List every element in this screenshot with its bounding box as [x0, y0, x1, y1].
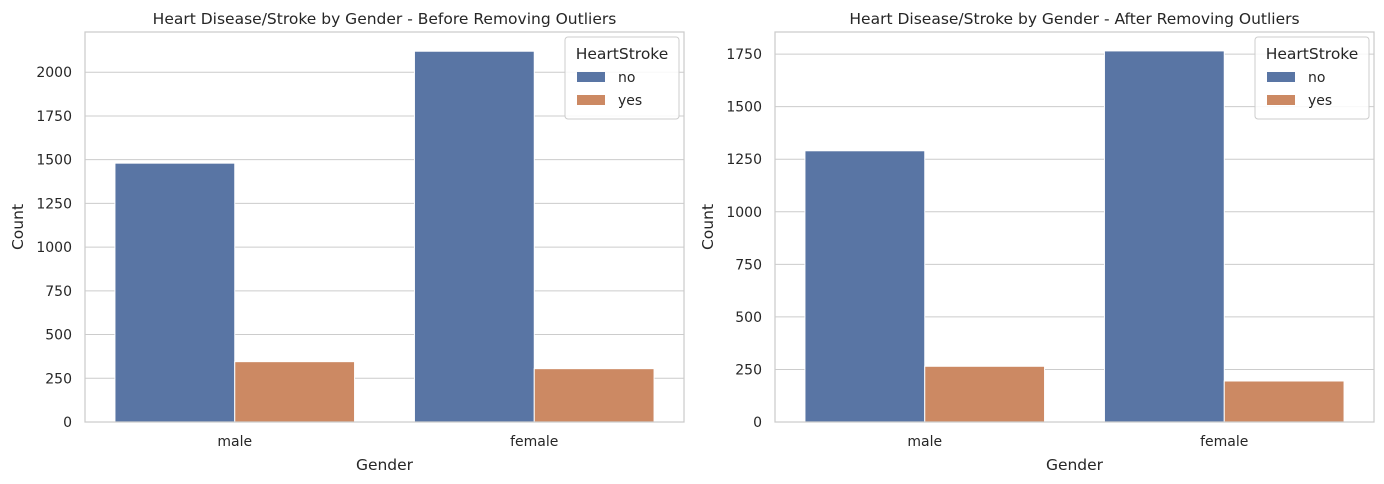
y-axis-label: Count	[9, 204, 27, 250]
x-tick-label: female	[1200, 434, 1248, 450]
y-tick-label: 1250	[726, 152, 762, 168]
legend-swatch-yes	[577, 95, 605, 105]
axes-frame	[774, 31, 1375, 423]
chart-title: Heart Disease/Stroke by Gender - After R…	[849, 10, 1299, 28]
y-tick-label: 1750	[36, 109, 72, 125]
legend-swatch-no	[577, 72, 605, 82]
bar-yes-female	[533, 368, 655, 423]
y-tick-label: 250	[735, 362, 762, 378]
bar-no-female	[1103, 50, 1225, 423]
chart-panel-2: 0 250 500 750 1000 1250 1500 1750 male female Gend…	[699, 10, 1375, 474]
y-tick-label: 2000	[36, 65, 72, 81]
x-tick-label: male	[217, 434, 252, 450]
bar-no-male	[114, 162, 236, 423]
x-axis-label: Gender	[1046, 456, 1104, 474]
bar-no-female	[413, 50, 535, 423]
y-tick-label: 1000	[726, 205, 762, 221]
y-tick-label: 1250	[36, 196, 72, 212]
legend-label-no: no	[1308, 70, 1325, 86]
y-tick-label: 500	[735, 310, 762, 326]
y-tick-label: 0	[753, 415, 762, 431]
x-tick-label: male	[907, 434, 942, 450]
chart-title: Heart Disease/Stroke by Gender - Before …	[153, 10, 617, 28]
y-tick-label: 1500	[726, 100, 762, 116]
legend: HeartStroke no yes	[564, 36, 680, 120]
legend-label-yes: yes	[1308, 93, 1332, 109]
bar-yes-female	[1223, 380, 1345, 423]
axes-frame	[84, 31, 685, 423]
bar-no-male	[804, 150, 926, 423]
y-tick-label: 750	[45, 284, 72, 300]
y-axis-label: Count	[699, 204, 717, 250]
legend-title: HeartStroke	[1266, 45, 1359, 63]
y-tick-label: 1500	[36, 153, 72, 169]
legend-swatch-yes	[1267, 95, 1295, 105]
y-tick-label: 1000	[36, 240, 72, 256]
chart-panel-1: 0 250 500 750 1000 1250 1500 1750 2000 male female…	[9, 10, 685, 474]
legend-label-no: no	[618, 70, 635, 86]
y-tick-label: 0	[63, 415, 72, 431]
bar-yes-male	[234, 361, 356, 423]
legend-label-yes: yes	[618, 93, 642, 109]
y-tick-label: 750	[735, 257, 762, 273]
y-tick-label: 250	[45, 371, 72, 387]
legend: HeartStroke no yes	[1254, 36, 1370, 120]
x-axis-label: Gender	[356, 456, 414, 474]
x-tick-label: female	[510, 434, 558, 450]
y-tick-label: 1750	[726, 47, 762, 63]
legend-title: HeartStroke	[576, 45, 669, 63]
y-tick-label: 500	[45, 328, 72, 344]
bar-yes-male	[924, 365, 1046, 423]
legend-swatch-no	[1267, 72, 1295, 82]
